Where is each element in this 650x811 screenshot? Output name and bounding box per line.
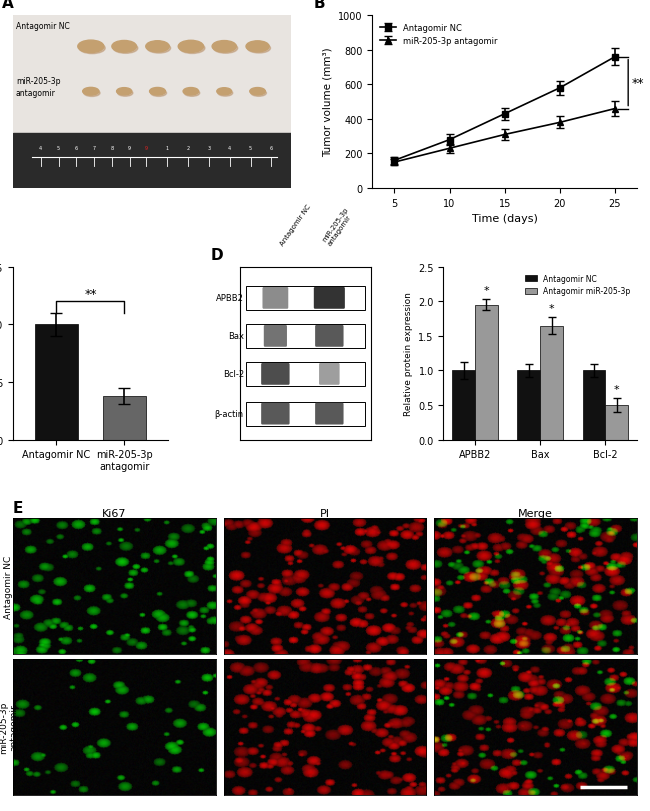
Ellipse shape [246,41,269,53]
Text: *: * [549,303,554,314]
Text: Bcl-2: Bcl-2 [223,370,244,379]
Bar [13,134,291,189]
Ellipse shape [213,44,238,54]
Text: 5: 5 [249,146,252,151]
Ellipse shape [184,91,200,97]
Text: 9: 9 [128,146,131,151]
Ellipse shape [79,44,105,54]
Y-axis label: miR-205-3p
antagomir: miR-205-3p antagomir [0,701,19,753]
Bar [582,371,605,440]
Ellipse shape [251,91,266,97]
Ellipse shape [178,41,203,54]
Text: 6: 6 [270,146,273,151]
FancyBboxPatch shape [261,363,290,385]
Title: PI: PI [320,508,330,518]
Text: Bax: Bax [227,332,244,341]
Ellipse shape [218,91,233,97]
Text: 7: 7 [92,146,96,151]
Text: D: D [211,247,224,262]
Bar [246,286,365,311]
Y-axis label: Tumor volume (mm³): Tumor volume (mm³) [322,48,333,157]
FancyBboxPatch shape [264,325,287,347]
Legend: Antagomir NC, miR-205-3p antagomir: Antagomir NC, miR-205-3p antagomir [376,20,501,49]
Title: Ki67: Ki67 [102,508,127,518]
Text: *: * [614,384,619,394]
Text: 9: 9 [145,146,148,151]
Ellipse shape [84,90,100,97]
Text: 1: 1 [166,146,169,151]
Ellipse shape [179,44,205,54]
Ellipse shape [151,91,166,97]
Ellipse shape [146,41,169,53]
Text: *: * [484,285,489,296]
Bar [540,326,563,440]
Text: miR-205-3p
antagomir: miR-205-3p antagomir [322,206,356,247]
Bar [34,325,78,440]
Y-axis label: Relative protein expression: Relative protein expression [404,292,413,415]
Ellipse shape [78,41,104,54]
Ellipse shape [212,41,237,53]
Text: 3: 3 [207,146,211,151]
Text: 2: 2 [187,146,190,151]
Bar [246,402,365,427]
Legend: Antagomir NC, Antagomir miR-205-3p: Antagomir NC, Antagomir miR-205-3p [522,271,633,299]
Ellipse shape [83,88,99,96]
Ellipse shape [248,44,270,54]
Ellipse shape [250,88,265,96]
Text: APBB2: APBB2 [216,294,244,303]
Bar [103,397,146,440]
Text: 4: 4 [228,146,231,151]
Bar [605,406,628,440]
Bar [517,371,540,440]
Text: B: B [314,0,326,11]
Ellipse shape [113,44,138,54]
Ellipse shape [112,41,136,54]
X-axis label: Time (days): Time (days) [472,214,538,224]
FancyBboxPatch shape [261,403,290,425]
FancyBboxPatch shape [314,288,345,309]
Ellipse shape [183,88,199,96]
FancyBboxPatch shape [315,403,344,425]
FancyBboxPatch shape [319,363,339,385]
Bar [246,324,365,349]
Text: 6: 6 [75,146,78,151]
Ellipse shape [217,88,231,96]
Title: Merge: Merge [518,508,553,518]
FancyBboxPatch shape [263,288,288,309]
Bar [13,16,291,134]
Text: 5: 5 [57,146,60,151]
Ellipse shape [150,88,166,96]
Bar [246,363,365,387]
Text: miR-205-3p: miR-205-3p [16,77,60,86]
Ellipse shape [118,91,133,97]
Text: 4: 4 [39,146,42,151]
Ellipse shape [116,88,132,96]
Text: β-actin: β-actin [214,410,244,418]
Ellipse shape [147,44,171,54]
Y-axis label: Antagomir NC: Antagomir NC [5,555,14,618]
Text: 8: 8 [111,146,114,151]
Text: Antagomir NC: Antagomir NC [16,22,70,31]
FancyBboxPatch shape [315,325,344,347]
Text: A: A [2,0,14,11]
Text: **: ** [84,288,97,301]
Text: E: E [13,500,23,516]
Text: **: ** [632,77,644,90]
Text: Antagomir NC: Antagomir NC [280,204,312,247]
Text: antagomir: antagomir [16,89,56,98]
Bar [452,371,475,440]
Bar [475,306,498,440]
